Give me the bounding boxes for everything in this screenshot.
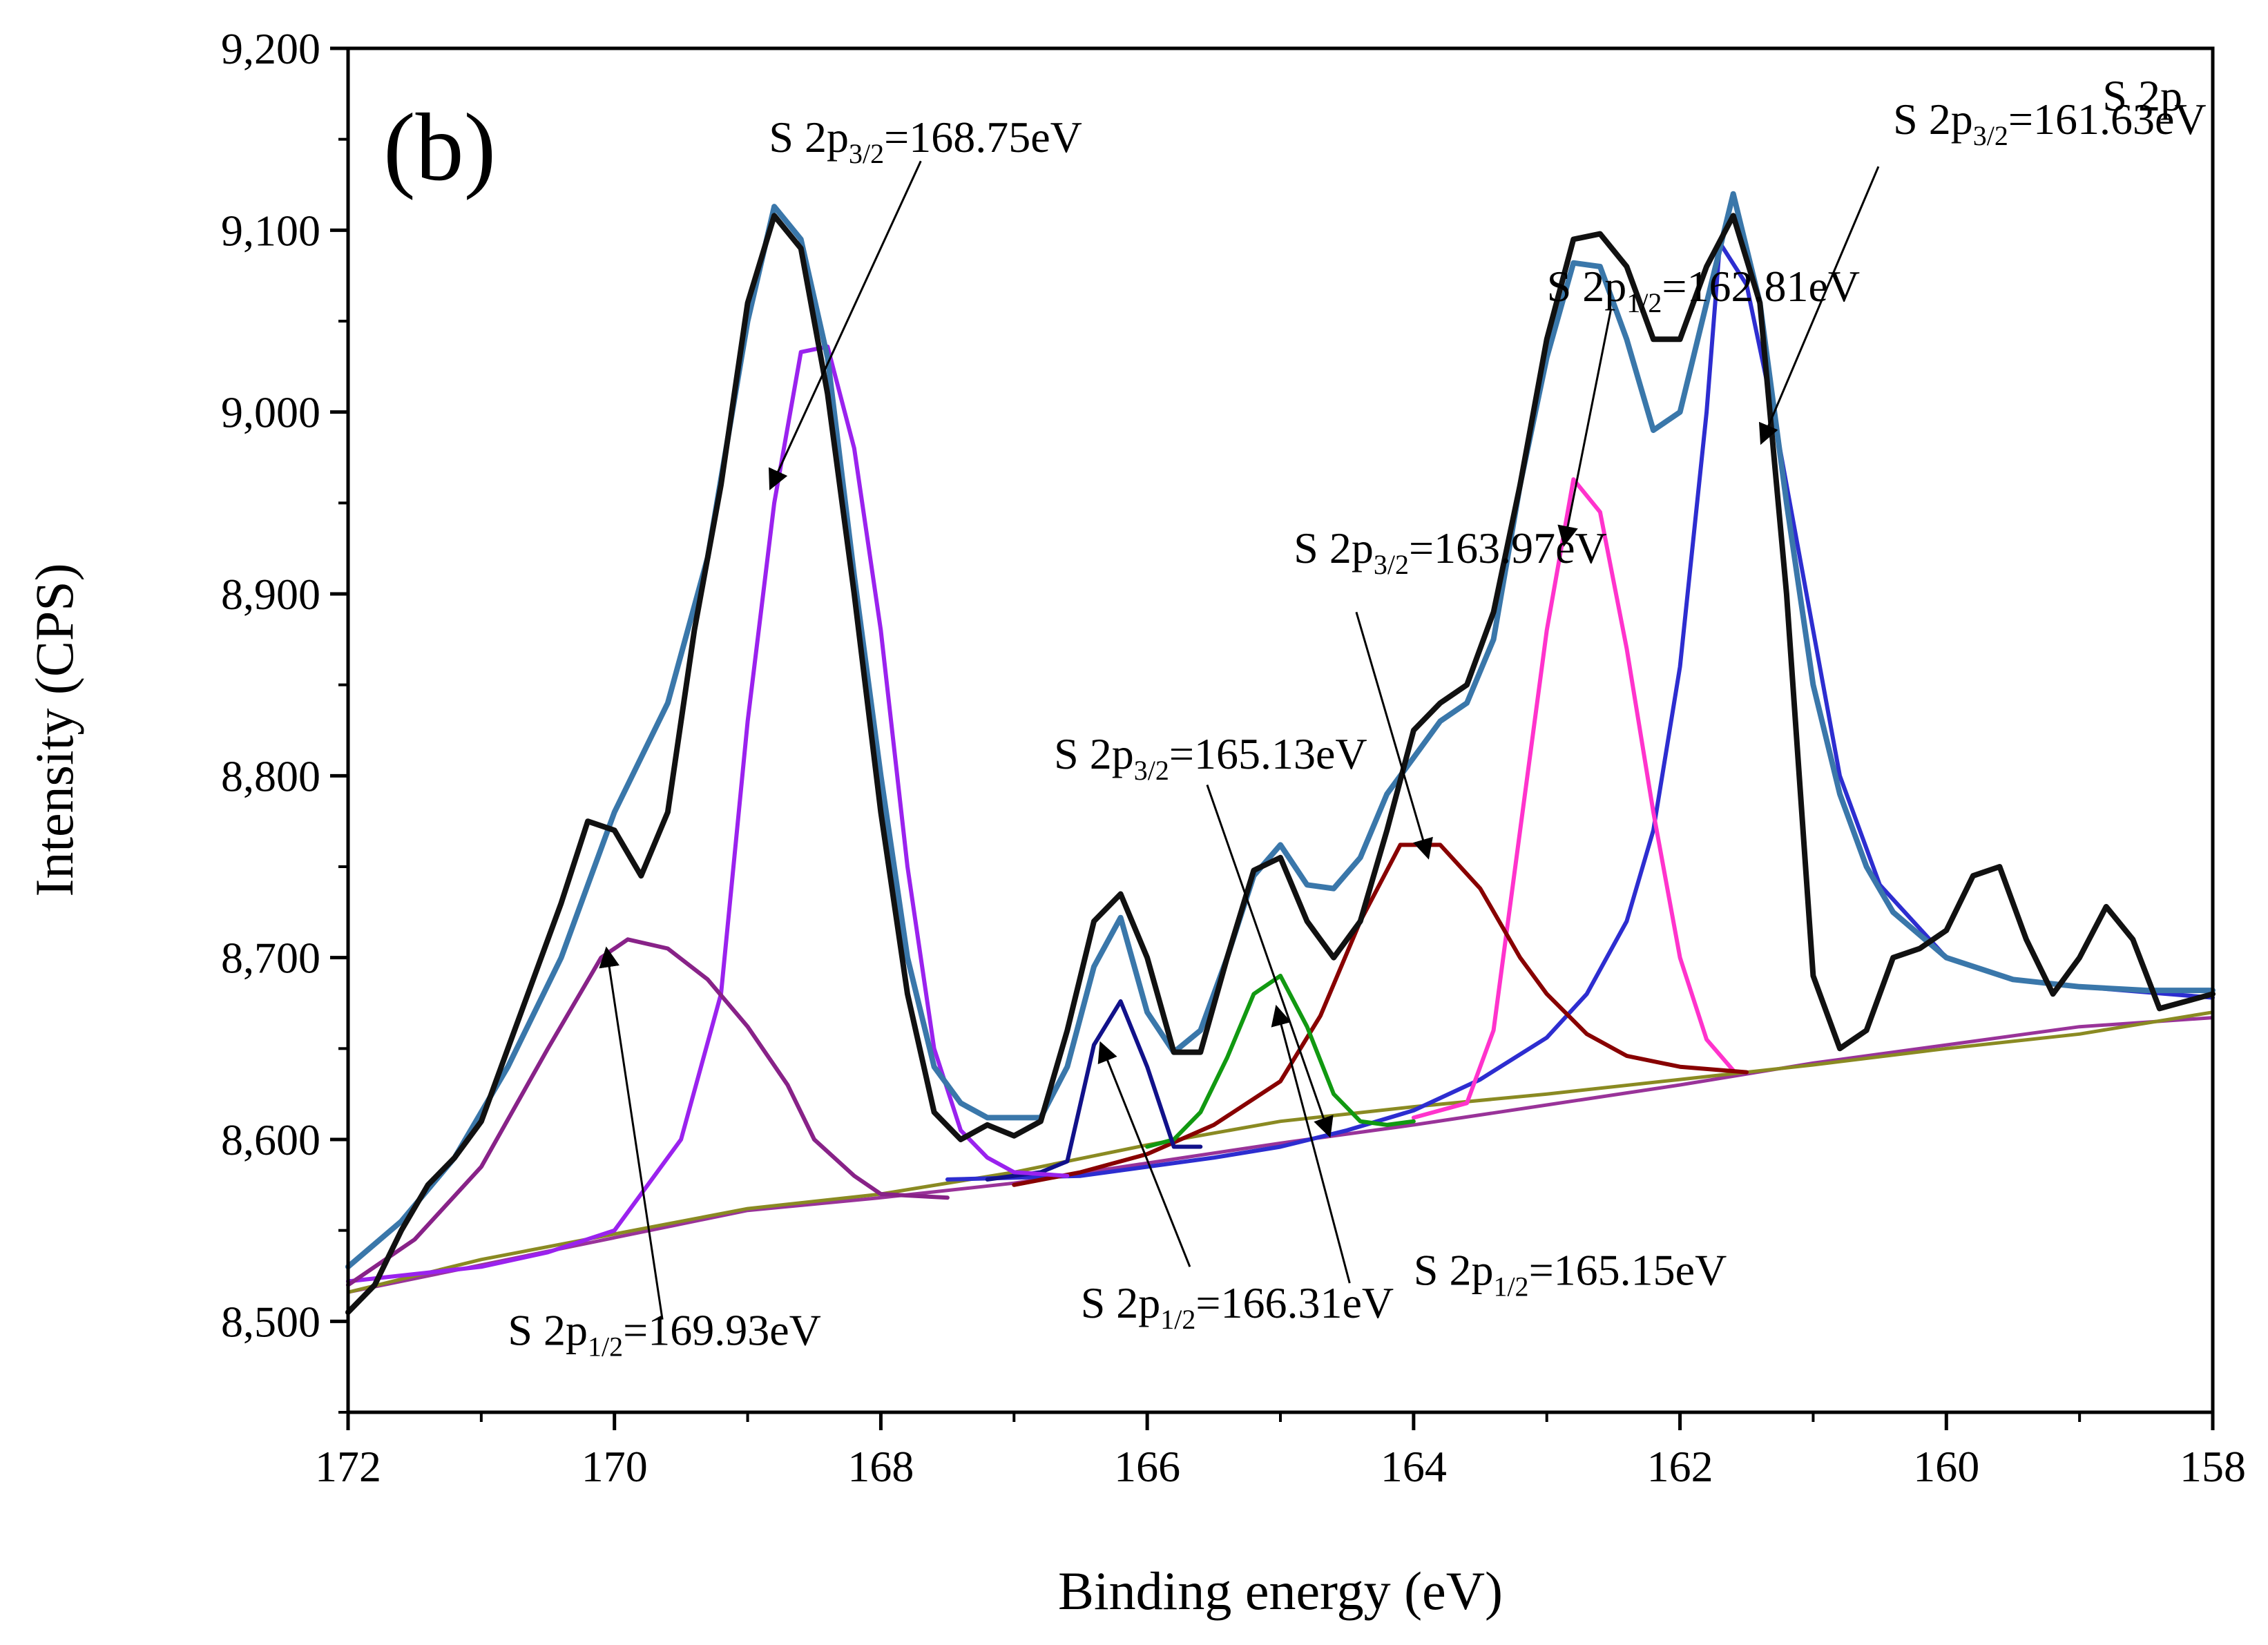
annotation-label: S 2p1/2=166.31eV — [1081, 1278, 1394, 1335]
panel-label: (b) — [383, 94, 496, 201]
y-tick-label: 9,000 — [221, 388, 320, 437]
annotation-label: S 2p1/2=162.81eV — [1547, 262, 1860, 318]
annotation-label: S 2p1/2=169.93eV — [508, 1306, 820, 1363]
y-tick-label: 8,800 — [221, 751, 320, 800]
x-tick-label: 170 — [582, 1442, 648, 1491]
annotation-label: S 2p3/2=165.13eV — [1054, 729, 1367, 786]
annotation-arrow — [769, 160, 922, 490]
y-tick-label: 8,700 — [221, 934, 320, 983]
annotation-arrow — [1097, 1041, 1191, 1267]
annotation-arrow — [1355, 611, 1433, 860]
annotation-label: S 2p3/2=161.63eV — [1893, 95, 2206, 151]
series-background-0 — [346, 1016, 2215, 1294]
x-tick-label: 158 — [2180, 1442, 2246, 1491]
annotation-arrow — [599, 946, 664, 1320]
ticks-layer: 172 170 168 166 164 162 160 158 8,500 8,600 8,700 8… — [221, 24, 2246, 1491]
y-tick-label: 8,500 — [221, 1297, 320, 1346]
x-tick-label: 164 — [1381, 1442, 1447, 1491]
series-component-6 — [985, 999, 1203, 1182]
series-background-1 — [346, 1010, 2215, 1294]
annotation-arrow — [1271, 1004, 1351, 1284]
series-component-3 — [1411, 477, 1736, 1120]
series-raw-10 — [345, 213, 2216, 1316]
annotation-arrow — [1557, 309, 1612, 547]
annotations-layer: S 2p3/2=168.75eV S 2p1/2=169.93eV S 2p1/2=… — [508, 95, 2206, 1363]
x-tick-label: 160 — [1913, 1442, 1979, 1491]
y-tick-label: 9,100 — [221, 206, 320, 255]
annotation-label: S 2p3/2=168.75eV — [769, 113, 1082, 169]
annotation-label: S 2p1/2=165.15eV — [1414, 1246, 1727, 1302]
x-tick-label: 166 — [1114, 1442, 1180, 1491]
x-axis-title: Binding energy (eV) — [1058, 1561, 1503, 1621]
y-tick-label: 9,200 — [221, 24, 320, 73]
annotation-label: S 2p3/2=163.97eV — [1294, 523, 1606, 580]
x-tick-label: 168 — [847, 1442, 914, 1491]
series-component-5 — [1145, 974, 1416, 1149]
y-tick-label: 8,900 — [221, 570, 320, 619]
series-component-7 — [346, 344, 1070, 1284]
x-tick-label: 162 — [1647, 1442, 1713, 1491]
series-component-8 — [346, 937, 950, 1287]
x-tick-label: 172 — [315, 1442, 381, 1491]
region-label: S 2p — [2102, 71, 2182, 120]
annotation-arrow — [1206, 785, 1334, 1138]
y-axis-title: Intensity (CPS) — [24, 563, 84, 896]
annotation-arrow — [1758, 166, 1880, 445]
y-tick-label: 8,600 — [221, 1115, 320, 1164]
